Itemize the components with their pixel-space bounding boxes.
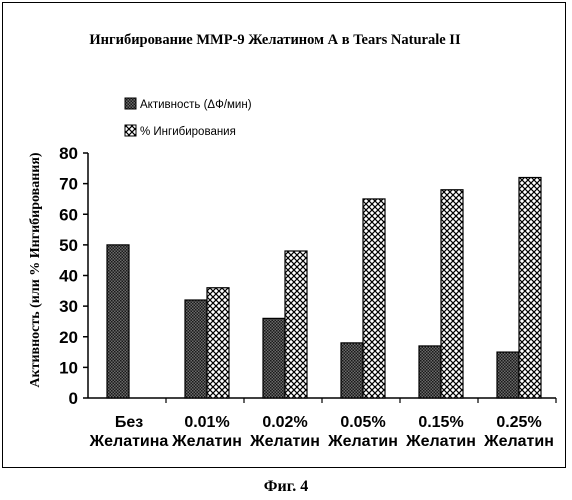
bars: [107, 178, 541, 399]
bar-inhibition-1: [207, 288, 229, 398]
x-category-label: Желатин: [483, 433, 554, 450]
y-tick-label: 50: [59, 236, 78, 255]
figure-caption: Фиг. 4: [0, 478, 572, 496]
legend: Активность (ΔФ/мин) % Ингибирования: [125, 98, 252, 138]
x-category-label: Без: [115, 414, 143, 431]
legend-swatch-activity: [125, 98, 136, 109]
legend-label-inhibition: % Ингибирования: [140, 126, 236, 138]
bar-activity-3: [341, 343, 363, 398]
bar-inhibition-2: [285, 251, 307, 398]
y-tick-label: 60: [59, 205, 78, 224]
bar-activity-5: [497, 352, 519, 398]
x-categories: Без Желатина 0.01% Желатин 0.02% Желатин 0.05%…: [89, 414, 554, 450]
x-category-label: 0.05%: [340, 414, 385, 431]
bar-activity-0: [107, 245, 129, 398]
bar-inhibition-5: [519, 178, 541, 399]
y-tick-label: 80: [59, 144, 78, 163]
chart-title: Ингибирование MMP-9 Желатином А в Tears …: [89, 32, 461, 48]
x-category-label: Желатина: [89, 433, 169, 450]
x-category-label: 0.01%: [184, 414, 229, 431]
bar-inhibition-3: [363, 199, 385, 398]
y-tick-label: 70: [59, 175, 78, 194]
bar-activity-2: [263, 318, 285, 398]
bar-chart: Ингибирование MMP-9 Желатином А в Tears …: [0, 0, 572, 470]
bar-activity-1: [185, 300, 207, 398]
x-category-label: Желатин: [171, 433, 242, 450]
y-tick-label: 40: [59, 267, 78, 286]
x-category-label: 0.25%: [496, 414, 541, 431]
bar-inhibition-4: [441, 190, 463, 398]
axes: [88, 153, 556, 403]
x-category-label: Желатин: [327, 433, 398, 450]
x-category-label: Желатин: [405, 433, 476, 450]
y-tick-label: 10: [59, 358, 78, 377]
x-category-label: Желатин: [249, 433, 320, 450]
y-tick-label: 30: [59, 297, 78, 316]
legend-swatch-inhibition: [125, 125, 136, 136]
y-axis-label: Активность (или % Ингибирования): [28, 152, 43, 388]
y-ticks: 0 10 20 30 40 50 60 70 80: [59, 144, 88, 408]
x-category-label: 0.02%: [262, 414, 307, 431]
legend-label-activity: Активность (ΔФ/мин): [140, 99, 252, 111]
y-tick-label: 20: [59, 328, 78, 347]
x-category-label: 0.15%: [418, 414, 463, 431]
bar-activity-4: [419, 346, 441, 398]
y-tick-label: 0: [69, 389, 78, 408]
